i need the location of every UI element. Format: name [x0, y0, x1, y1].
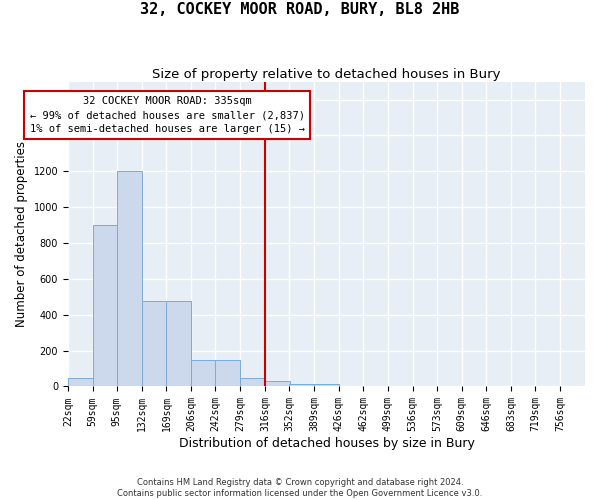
Title: Size of property relative to detached houses in Bury: Size of property relative to detached ho…: [152, 68, 501, 80]
Bar: [265, 381, 290, 386]
Bar: [93, 225, 118, 386]
Text: 32, COCKEY MOOR ROAD, BURY, BL8 2HB: 32, COCKEY MOOR ROAD, BURY, BL8 2HB: [140, 2, 460, 18]
Bar: [166, 302, 191, 386]
Bar: [215, 360, 240, 386]
Bar: [289, 384, 314, 386]
Bar: [68, 378, 93, 386]
Bar: [191, 360, 216, 386]
Bar: [117, 172, 142, 386]
Bar: [142, 302, 166, 386]
Text: 32 COCKEY MOOR ROAD: 335sqm
← 99% of detached houses are smaller (2,837)
1% of s: 32 COCKEY MOOR ROAD: 335sqm ← 99% of det…: [29, 96, 305, 134]
Bar: [314, 384, 339, 386]
Text: Contains HM Land Registry data © Crown copyright and database right 2024.
Contai: Contains HM Land Registry data © Crown c…: [118, 478, 482, 498]
Bar: [240, 378, 265, 386]
Y-axis label: Number of detached properties: Number of detached properties: [15, 141, 28, 327]
X-axis label: Distribution of detached houses by size in Bury: Distribution of detached houses by size …: [179, 437, 475, 450]
